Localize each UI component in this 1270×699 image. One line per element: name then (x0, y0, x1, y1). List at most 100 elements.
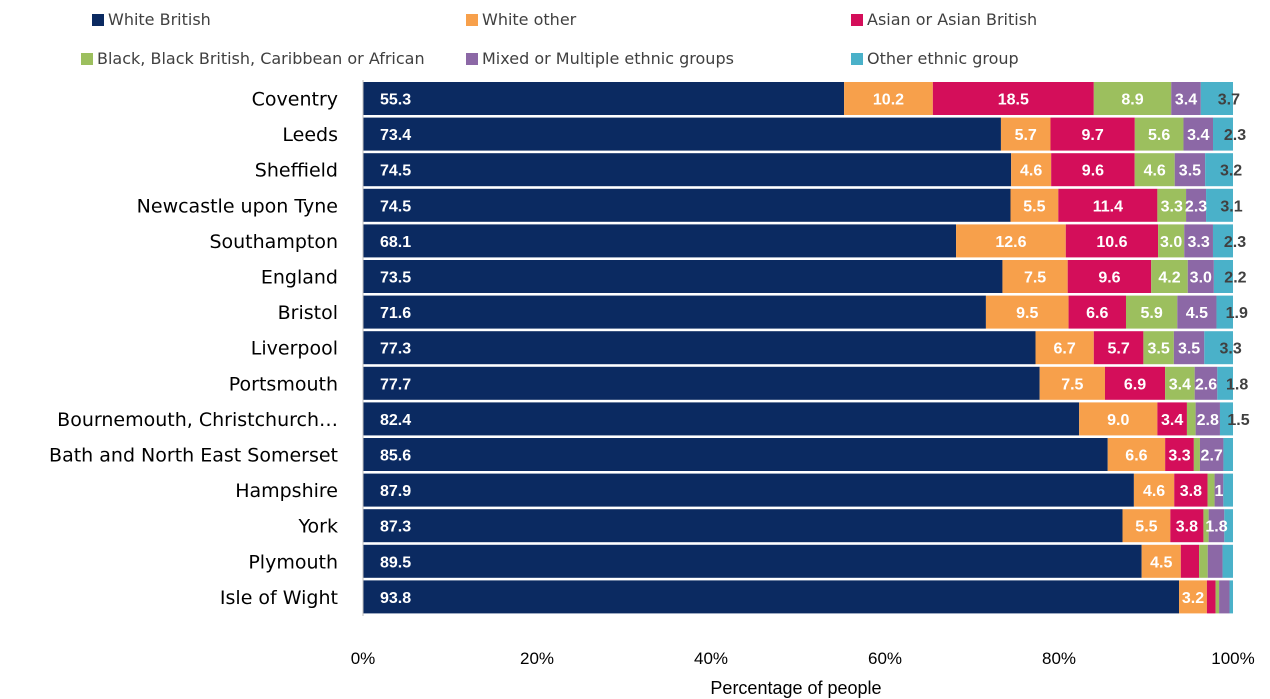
value-label-black-black-british-caribbean-or-african-coventry: 8.9 (1121, 92, 1143, 109)
x-tick-label: 80% (1042, 649, 1076, 668)
category-label-bournemouth-christchurch: Bournemouth, Christchurch… (57, 409, 338, 431)
bar-white-other-southampton (956, 224, 1066, 258)
bar-white-other-coventry (844, 82, 933, 115)
bar-white-other-newcastle-upon-tyne (1010, 188, 1059, 222)
bar-other-ethnic-group-bath-and-north-east-somerset (1223, 438, 1233, 471)
legend-swatch (81, 52, 93, 65)
bar-white-other-liverpool (1035, 331, 1094, 365)
bar-other-ethnic-group-sheffield (1205, 153, 1233, 187)
value-label-white-other-bath-and-north-east-somerset: 6.6 (1125, 448, 1147, 465)
value-label-mixed-or-multiple-ethnic-groups-portsmouth: 2.6 (1195, 376, 1217, 393)
bar-black-black-british-caribbean-or-african-southampton (1158, 224, 1185, 258)
value-label-white-british-leeds: 73.4 (380, 127, 411, 144)
bar-mixed-or-multiple-ethnic-groups-hampshire (1214, 473, 1224, 507)
value-label-mixed-or-multiple-ethnic-groups-sheffield: 3.5 (1179, 163, 1201, 180)
bar-other-ethnic-group-bristol (1216, 295, 1233, 329)
bar-other-ethnic-group-plymouth (1222, 544, 1233, 578)
bar-black-black-british-caribbean-or-african-hampshire (1207, 473, 1215, 507)
category-label-newcastle-upon-tyne: Newcastle upon Tyne (137, 195, 338, 217)
category-label-isle-of-wight: Isle of Wight (220, 587, 338, 609)
legend-item-black: Black, Black British, Caribbean or Afric… (81, 49, 425, 68)
value-label-other-ethnic-group-sheffield: 3.2 (1220, 163, 1242, 180)
bar-mixed-or-multiple-ethnic-groups-portsmouth (1194, 366, 1218, 400)
value-label-asian-or-asian-british-bath-and-north-east-somerset: 3.3 (1168, 448, 1190, 465)
category-label-leeds: Leeds (282, 124, 338, 146)
bar-black-black-british-caribbean-or-african-sheffield (1134, 153, 1175, 187)
bar-black-black-british-caribbean-or-african-leeds (1134, 117, 1184, 151)
category-label-plymouth: Plymouth (248, 551, 338, 573)
category-label-england: England (261, 267, 338, 289)
bar-white-other-isle-of-wight (1179, 580, 1207, 614)
bar-asian-or-asian-british-york (1170, 509, 1204, 543)
value-label-black-black-british-caribbean-or-african-england: 4.2 (1158, 270, 1180, 287)
legend-swatch (92, 13, 104, 26)
value-label-other-ethnic-group-leeds: 2.3 (1224, 127, 1246, 144)
x-tick-label: 100% (1211, 649, 1254, 668)
value-label-asian-or-asian-british-coventry: 18.5 (998, 92, 1029, 109)
bar-white-british-bath-and-north-east-somerset (363, 438, 1108, 471)
bar-asian-or-asian-british-liverpool (1093, 331, 1144, 365)
category-label-sheffield: Sheffield (255, 160, 338, 182)
bar-asian-or-asian-british-bournemouth-christchurch (1157, 402, 1187, 436)
bar-black-black-british-caribbean-or-african-liverpool (1143, 331, 1174, 365)
value-label-mixed-or-multiple-ethnic-groups-bristol: 4.5 (1186, 305, 1208, 322)
bar-other-ethnic-group-portsmouth (1217, 366, 1233, 400)
value-label-white-other-isle-of-wight: 3.2 (1182, 590, 1204, 607)
bar-asian-or-asian-british-plymouth (1180, 544, 1200, 578)
bar-asian-or-asian-british-coventry (932, 82, 1094, 115)
category-label-southampton: Southampton (209, 231, 338, 253)
bar-black-black-british-caribbean-or-african-bristol (1125, 295, 1178, 329)
value-label-white-other-hampshire: 4.6 (1143, 483, 1165, 500)
legend-label: Mixed or Multiple ethnic groups (482, 49, 734, 68)
value-label-mixed-or-multiple-ethnic-groups-southampton: 3.3 (1187, 234, 1209, 251)
value-label-mixed-or-multiple-ethnic-groups-coventry: 3.4 (1175, 92, 1197, 109)
bar-other-ethnic-group-york (1224, 509, 1233, 543)
legend-label: White other (482, 10, 577, 29)
bar-asian-or-asian-british-isle-of-wight (1206, 580, 1216, 614)
bar-mixed-or-multiple-ethnic-groups-plymouth (1207, 544, 1223, 578)
bar-mixed-or-multiple-ethnic-groups-bournemouth-christchurch (1195, 402, 1220, 436)
bar-other-ethnic-group-liverpool (1204, 331, 1233, 365)
legend-label: White British (108, 10, 211, 29)
bar-black-black-british-caribbean-or-african-england (1151, 260, 1188, 293)
value-label-white-british-liverpool: 77.3 (380, 341, 411, 358)
bar-black-black-british-caribbean-or-african-bath-and-north-east-somerset (1193, 438, 1200, 471)
x-axis-title: Percentage of people (710, 678, 881, 698)
bar-asian-or-asian-british-bath-and-north-east-somerset (1165, 438, 1194, 471)
category-label-bristol: Bristol (278, 302, 338, 324)
value-label-white-other-york: 5.5 (1135, 519, 1157, 536)
value-label-white-british-plymouth: 89.5 (380, 554, 411, 571)
bar-white-british-york (363, 509, 1123, 543)
value-label-white-british-southampton: 68.1 (380, 234, 411, 251)
bar-black-black-british-caribbean-or-african-coventry (1093, 82, 1172, 115)
value-label-white-british-newcastle-upon-tyne: 74.5 (380, 198, 411, 215)
value-label-white-british-coventry: 55.3 (380, 92, 411, 109)
value-label-white-other-bournemouth-christchurch: 9.0 (1107, 412, 1129, 429)
x-tick-label: 60% (868, 649, 902, 668)
bar-white-british-plymouth (363, 544, 1142, 578)
bar-white-other-sheffield (1011, 153, 1052, 187)
category-label-liverpool: Liverpool (251, 338, 338, 360)
bar-mixed-or-multiple-ethnic-groups-southampton (1184, 224, 1213, 258)
bar-white-british-england (363, 260, 1003, 293)
bar-white-other-bournemouth-christchurch (1079, 402, 1158, 436)
bar-white-other-plymouth (1141, 544, 1181, 578)
value-label-asian-or-asian-british-leeds: 9.7 (1082, 127, 1104, 144)
value-label-other-ethnic-group-portsmouth: 1.8 (1226, 376, 1248, 393)
bar-white-british-isle-of-wight (363, 580, 1180, 614)
bar-asian-or-asian-british-southampton (1065, 224, 1159, 258)
legend-label: Asian or Asian British (867, 10, 1038, 29)
value-label-mixed-or-multiple-ethnic-groups-york: 1.8 (1205, 519, 1227, 536)
value-label-white-british-sheffield: 74.5 (380, 163, 411, 180)
category-label-bath-and-north-east-somerset: Bath and North East Somerset (49, 445, 338, 467)
bar-asian-or-asian-british-bristol (1068, 295, 1126, 329)
value-label-white-other-sheffield: 4.6 (1020, 163, 1042, 180)
bar-white-british-newcastle-upon-tyne (363, 188, 1011, 222)
bar-white-british-liverpool (363, 331, 1036, 365)
value-label-other-ethnic-group-bristol: 1.9 (1226, 305, 1248, 322)
value-label-white-other-plymouth: 4.5 (1150, 554, 1172, 571)
value-label-white-other-coventry: 10.2 (873, 92, 904, 109)
category-label-portsmouth: Portsmouth (229, 373, 338, 395)
bar-black-black-british-caribbean-or-african-plymouth (1199, 544, 1208, 578)
value-label-asian-or-asian-british-liverpool: 5.7 (1107, 341, 1129, 358)
